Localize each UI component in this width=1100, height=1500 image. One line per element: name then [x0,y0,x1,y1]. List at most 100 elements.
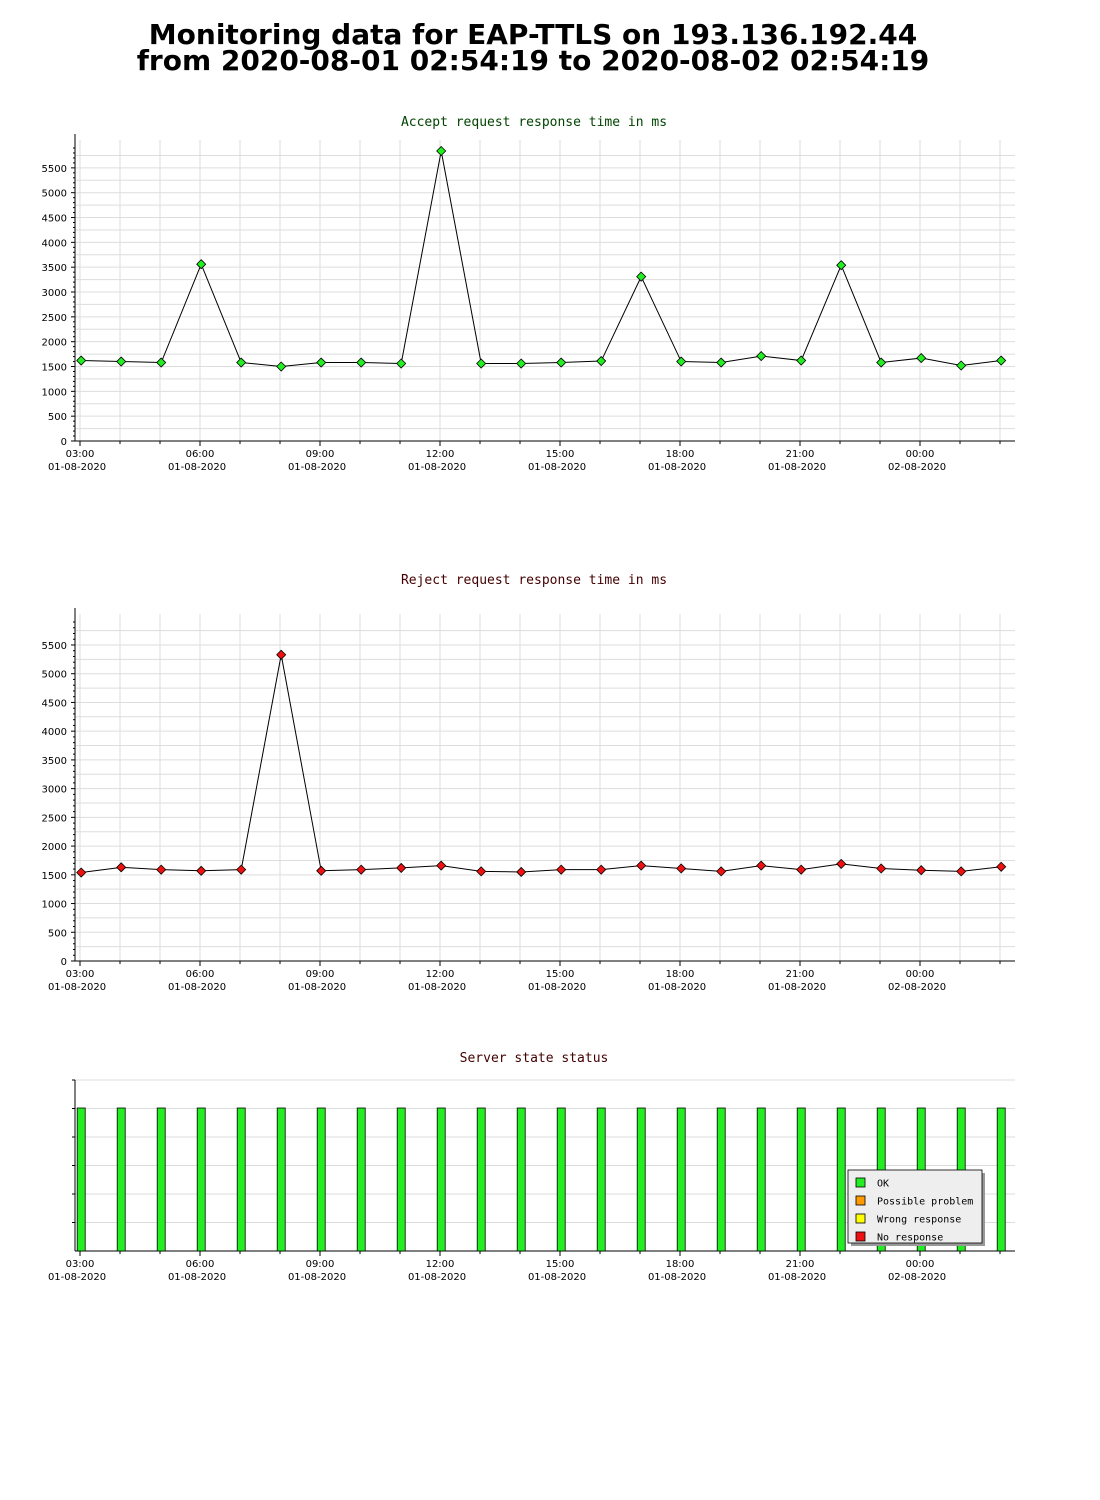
data-point [996,355,1007,366]
status-bar [836,1107,846,1252]
status-bar [796,1107,806,1252]
data-point [636,271,647,282]
y-tick-label: 2500 [42,313,67,324]
y-tick-label: 1500 [42,363,67,374]
y-tick-label: 3000 [42,785,67,796]
x-tick-time-label: 09:00 [306,1259,335,1270]
status-bar [636,1107,646,1252]
x-tick-time-label: 21:00 [786,449,815,460]
status-bar [356,1107,366,1252]
x-tick-date-label: 01-08-2020 [768,1272,826,1283]
data-point [276,649,287,660]
data-point [756,860,767,871]
x-tick-time-label: 21:00 [786,1259,815,1270]
data-point [236,357,247,368]
status-bar [556,1107,566,1252]
y-tick-label: 5000 [42,189,67,200]
x-tick-date-label: 01-08-2020 [648,1272,706,1283]
legend-label: OK [877,1179,889,1190]
y-tick-label: 3000 [42,288,67,299]
data-point [476,866,487,877]
data-point [156,864,167,875]
y-tick-label: 0 [61,437,67,448]
data-point [196,865,207,876]
y-tick-label: 4000 [42,727,67,738]
data-point [916,353,927,364]
data-point [276,361,287,372]
data-point [356,864,367,875]
x-tick-date-label: 01-08-2020 [408,1272,466,1283]
data-point [436,860,447,871]
data-point [796,864,807,875]
status-bar [276,1107,286,1252]
y-tick-label: 2000 [42,338,67,349]
data-point [596,355,607,367]
chart-title: Server state status [460,1051,609,1066]
x-tick-time-label: 15:00 [546,969,575,980]
x-tick-date-label: 01-08-2020 [48,982,106,993]
x-tick-date-label: 01-08-2020 [528,1272,586,1283]
status-bar [396,1107,406,1252]
y-tick-label: 5500 [42,164,67,175]
x-tick-date-label: 01-08-2020 [288,982,346,993]
status-bar [516,1107,526,1252]
x-tick-time-label: 06:00 [186,969,215,980]
status-bar [236,1107,246,1252]
x-tick-time-label: 15:00 [546,449,575,460]
y-tick-label: 2000 [42,842,67,853]
data-point [516,866,527,878]
data-point [516,358,527,369]
status-bar [996,1107,1006,1252]
data-point [676,356,687,367]
page-title: Monitoring data for EAP-TTLS on 193.136.… [0,21,1066,75]
legend-box [847,1169,983,1244]
x-tick-time-label: 18:00 [666,969,695,980]
x-tick-date-label: 01-08-2020 [48,462,106,473]
y-tick-label: 4000 [42,238,67,249]
status-bar [436,1107,446,1252]
data-point [556,864,567,875]
x-tick-date-label: 01-08-2020 [168,1272,226,1283]
y-tick-label: 4500 [42,214,67,225]
legend-swatch [855,1231,866,1242]
x-tick-time-label: 18:00 [666,1259,695,1270]
status-bar [156,1107,166,1252]
data-point [636,860,647,871]
x-tick-time-label: 12:00 [426,449,455,460]
x-tick-time-label: 00:00 [906,969,935,980]
data-point [876,863,887,874]
data-point [316,865,327,876]
x-tick-date-label: 01-08-2020 [408,982,466,993]
data-point [756,351,767,362]
x-tick-date-label: 01-08-2020 [648,462,706,473]
y-tick-label: 0 [61,957,67,968]
status-bar [116,1107,126,1252]
x-tick-date-label: 02-08-2020 [888,1272,946,1283]
y-tick-label: 3500 [42,263,67,274]
x-tick-date-label: 01-08-2020 [168,982,226,993]
x-tick-time-label: 03:00 [66,969,95,980]
data-point [836,858,847,869]
data-point [156,357,167,368]
y-tick-label: 500 [48,928,67,939]
data-point [476,358,487,369]
data-point [956,360,967,371]
status-bar [596,1107,606,1252]
data-point [116,356,127,367]
status-bar [476,1107,486,1252]
legend-label: Possible problem [877,1197,973,1208]
y-tick-label: 3500 [42,756,67,767]
status-bar [316,1107,326,1252]
data-point [356,357,367,368]
data-point [436,145,447,157]
data-point [316,357,327,368]
y-tick-label: 5000 [42,670,67,681]
x-tick-time-label: 06:00 [186,449,215,460]
y-tick-label: 5500 [42,641,67,652]
data-point [956,866,967,877]
status-bar [716,1107,726,1252]
data-point [996,861,1007,872]
data-point [876,357,887,368]
x-tick-time-label: 03:00 [66,449,95,460]
x-tick-time-label: 00:00 [906,449,935,460]
